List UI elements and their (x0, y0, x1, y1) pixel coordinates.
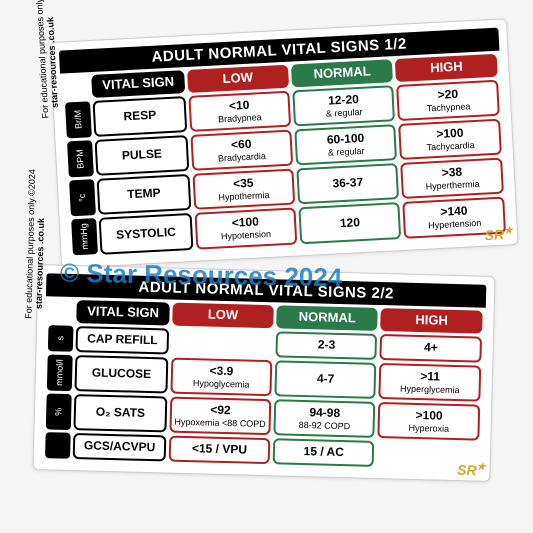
header-high: HIGH (381, 308, 483, 334)
unit-label: Br/M (65, 101, 92, 138)
unit-label: % (45, 393, 71, 430)
value-cell: 120 (298, 202, 401, 243)
value-cell: <15 / VPU (168, 436, 270, 464)
vital-name: O₂ SATS (74, 394, 167, 433)
value-cell: 15 / AC (273, 438, 375, 466)
value-cell: <10Bradypnea (188, 91, 291, 132)
vital-name: GLUCOSE (75, 355, 168, 394)
unit-label (45, 432, 71, 458)
header-low: LOW (187, 65, 289, 93)
vital-signs-card-2: For educational purposes only ©2024 star… (32, 264, 495, 482)
value-cell: 12-20& regular (292, 85, 395, 126)
header-normal: NORMAL (276, 305, 378, 331)
value-cell: >38Hyperthermia (401, 158, 504, 199)
vital-signs-table-2: VITAL SIGN LOW NORMAL HIGH sCAP REFILL 2-… (42, 296, 486, 472)
value-cell: 4+ (380, 334, 482, 362)
header-normal: NORMAL (291, 59, 394, 87)
value-cell: <92Hypoxemia <88 COPD (169, 396, 271, 435)
brand-logo: SR (457, 461, 486, 478)
value-cell: 94-9888-92 COPD (274, 399, 376, 438)
value-cell: 2-3 (276, 331, 378, 359)
value-cell: >11Hyperglycemia (379, 363, 481, 402)
value-cell: 60-100& regular (294, 124, 397, 165)
brand-logo: SR (484, 225, 513, 243)
unit-label: mmHg (71, 218, 98, 255)
value-cell: <3.9Hypoglycemia (170, 357, 272, 396)
vital-name: TEMP (97, 174, 191, 215)
vital-name: GCS/ACVPU (73, 433, 166, 461)
unit-label: s (47, 325, 73, 351)
vital-name: RESP (93, 96, 187, 137)
value-cell: >20Tachypnea (397, 80, 500, 121)
value-cell: <60Bradycardia (190, 130, 293, 171)
header-vital: VITAL SIGN (77, 300, 170, 325)
vital-signs-card-1: For educational purposes only ©2024 star… (49, 18, 518, 268)
value-cell: >100Hyperoxia (378, 402, 480, 441)
value-cell: <100Hypotension (194, 208, 297, 249)
site-url: star-resources .co.uk (34, 218, 46, 309)
value-cell: <35Hypothermia (192, 169, 295, 210)
header-vital: VITAL SIGN (92, 70, 185, 98)
vital-name: PULSE (95, 135, 189, 176)
unit-label: °c (69, 179, 96, 216)
vital-signs-table-1: VITAL SIGN LOW NORMAL HIGH Br/MRESP<10Br… (60, 51, 509, 259)
unit-label: mmol/l (46, 354, 72, 391)
vital-name: SYSTOLIC (99, 213, 193, 254)
unit-label: BPM (67, 140, 94, 177)
value-cell: 36-37 (296, 163, 399, 204)
header-high: HIGH (395, 54, 498, 82)
value-cell: >100Tachycardia (399, 119, 502, 160)
header-low: LOW (172, 303, 274, 329)
vital-name: CAP REFILL (76, 326, 169, 354)
value-cell: 4-7 (275, 360, 377, 399)
